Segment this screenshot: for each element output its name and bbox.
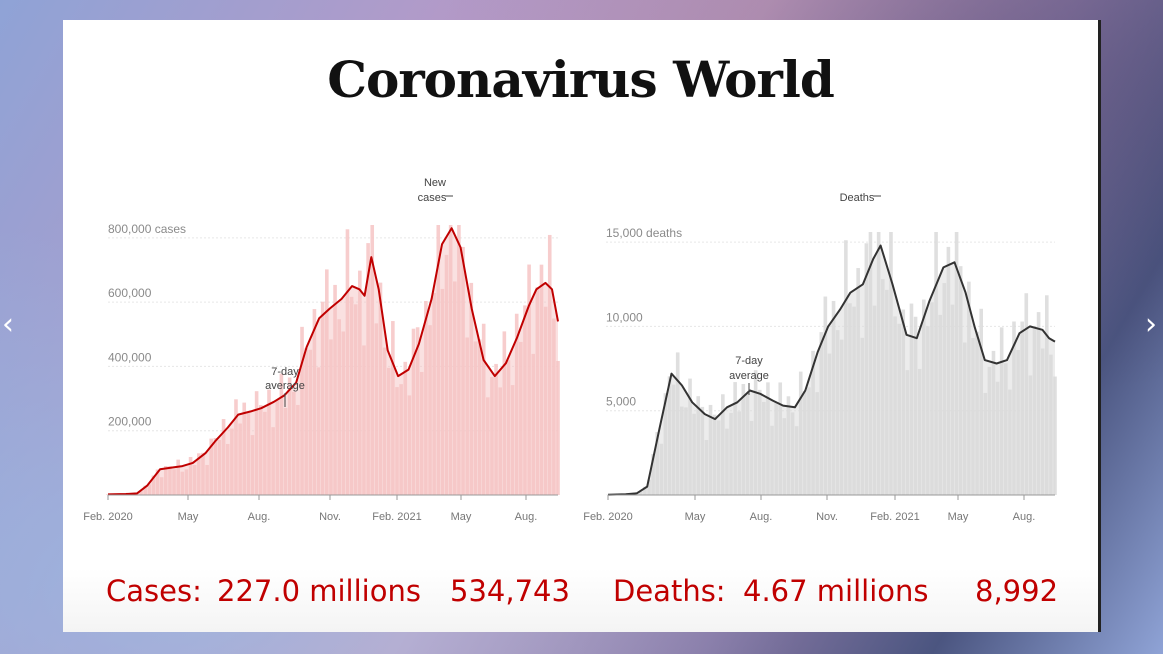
deaths-label: Deaths:: [613, 574, 726, 608]
cases-x-tick-label: Feb. 2020: [83, 511, 133, 523]
deaths-x-tick-label: May: [948, 511, 969, 523]
deaths-y-tick-label: 10,000: [606, 310, 643, 324]
deaths-x-tick-label: Aug.: [1013, 511, 1036, 523]
next-slide-chevron-icon[interactable]: ›: [1145, 307, 1157, 342]
cases-x-tick-label: Aug.: [248, 511, 271, 523]
prev-slide-chevron-icon[interactable]: ‹: [2, 307, 14, 342]
cases-chart: 800,000 cases 600,000 400,000 200,000 Feb. 2…: [83, 177, 560, 523]
deaths-x-tick-label: Feb. 2021: [870, 511, 920, 523]
deaths-chart: 15,000 deaths 10,000 5,000 Feb. 2020 May Aug.…: [583, 192, 1057, 523]
slide-title: Coronavirus World: [327, 50, 835, 109]
cases-x-tick-label: May: [451, 511, 472, 523]
cases-total: 227.0 millions: [217, 574, 421, 608]
deaths-x-tick-label: Aug.: [750, 511, 773, 523]
cases-annotation-new-line2: cases: [418, 192, 447, 204]
deaths-average-line: [607, 244, 1056, 496]
deaths-x-tick-label: Nov.: [816, 511, 838, 523]
stats-bar: Cases: 227.0 millions 534,743 Deaths: 4.…: [63, 568, 1098, 632]
cases-annotation-avg-line2: average: [265, 380, 305, 392]
cases-label: Cases:: [106, 574, 202, 608]
deaths-daily: 8,992: [975, 574, 1059, 608]
cases-y-tick-label: 600,000: [108, 286, 152, 300]
cases-x-tick-label: Feb. 2021: [372, 511, 422, 523]
cases-annotation-new-line1: New: [424, 177, 446, 189]
cases-annotation-avg-line1: 7-day: [271, 366, 299, 378]
cases-x-tick-label: Aug.: [515, 511, 538, 523]
cases-daily: 534,743: [450, 574, 570, 608]
cases-area: [108, 228, 558, 495]
cases-daily-bar: [556, 360, 560, 495]
cases-x-tick-label: May: [178, 511, 199, 523]
cases-average-line: [107, 227, 559, 496]
cases-y-tick-label: 200,000: [108, 415, 152, 429]
deaths-total: 4.67 millions: [743, 574, 929, 608]
deaths-x-tick-label: Feb. 2020: [583, 511, 633, 523]
deaths-y-tick-label: 15,000 deaths: [606, 226, 682, 240]
cases-y-tick-label: 800,000 cases: [108, 222, 186, 236]
deaths-x-tick-label: May: [685, 511, 706, 523]
cases-x-tick-label: Nov.: [319, 511, 341, 523]
slide: Coronavirus World 800,000 cases 600,000 40…: [63, 20, 1098, 632]
deaths-annotation-label: Deaths: [840, 192, 875, 204]
deaths-area: [608, 245, 1055, 495]
cases-y-tick-label: 400,000: [108, 350, 152, 364]
deaths-annotation-avg-line1: 7-day: [735, 355, 763, 367]
deaths-annotation-avg-line2: average: [729, 370, 769, 382]
deaths-y-tick-label: 5,000: [606, 395, 636, 409]
